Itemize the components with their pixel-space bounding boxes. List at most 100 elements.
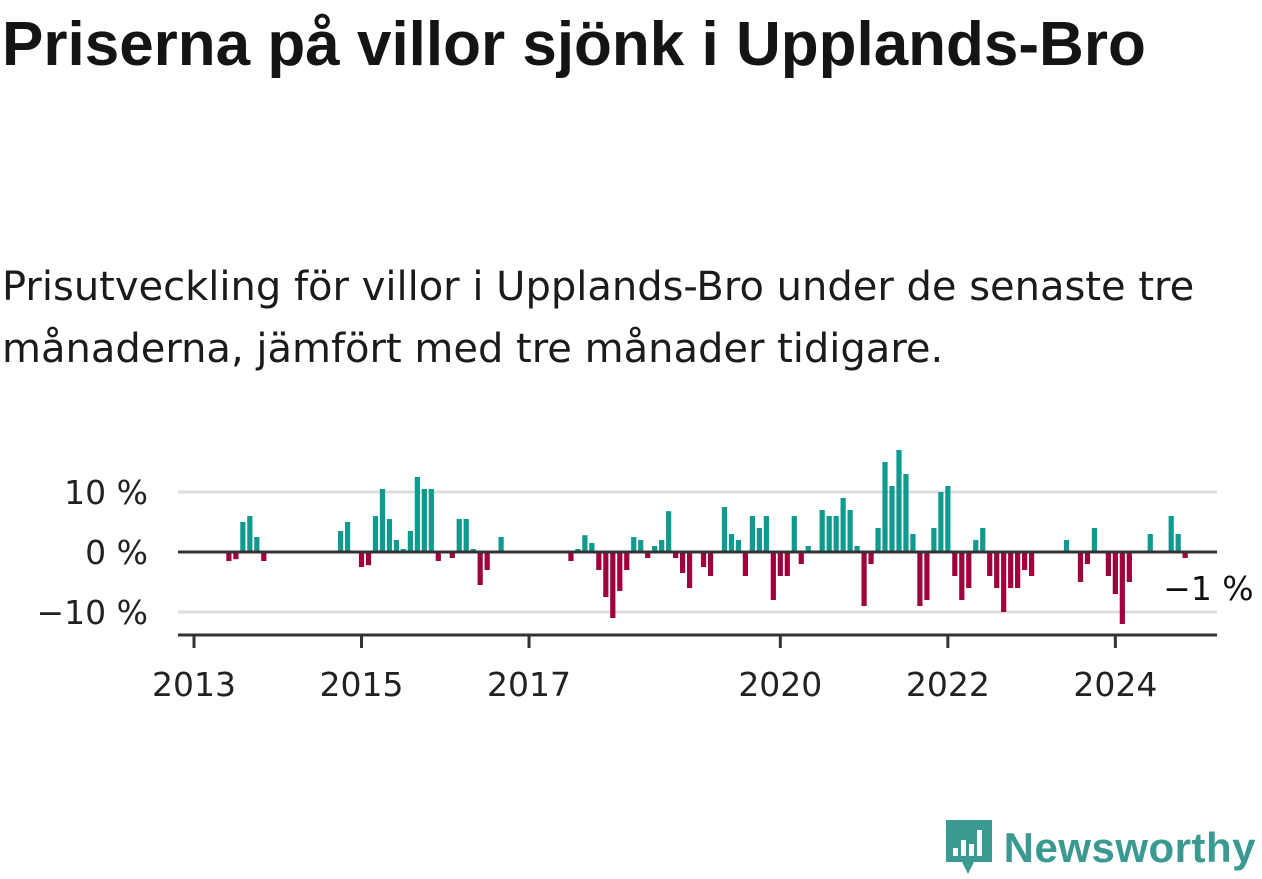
bar: [1022, 552, 1028, 570]
bar: [966, 552, 972, 588]
bar: [980, 528, 986, 552]
bar: [673, 552, 679, 558]
bar: [875, 528, 881, 552]
bar: [798, 552, 804, 564]
bar: [428, 489, 434, 552]
bar: [819, 510, 825, 552]
bar: [659, 540, 665, 552]
x-tick-label: 2022: [906, 665, 990, 704]
bar: [372, 516, 379, 552]
bar: [1084, 552, 1091, 564]
bar: [1112, 552, 1118, 594]
bar: [631, 537, 637, 552]
bar: [931, 528, 937, 552]
bar: [610, 552, 616, 618]
bar: [791, 516, 797, 552]
bar: [1077, 552, 1084, 582]
bar: [840, 498, 846, 552]
bar: [456, 519, 462, 552]
bar: [240, 522, 246, 552]
bar: [749, 516, 755, 552]
bar: [882, 462, 888, 552]
bar: [603, 552, 609, 597]
bar: [596, 552, 602, 570]
bar: [344, 522, 351, 552]
bar: [1147, 534, 1153, 552]
bar: [861, 552, 867, 606]
bar: [945, 486, 951, 552]
bar: [700, 552, 707, 567]
bar: [1008, 552, 1014, 588]
bar: [952, 552, 958, 576]
bar: [1029, 552, 1035, 576]
bar: [261, 552, 267, 561]
logo-text: Newsworthy: [1003, 824, 1256, 871]
newsworthy-logo[interactable]: Newsworthy: [944, 818, 1256, 878]
bar: [652, 546, 658, 552]
bar: [1126, 552, 1132, 582]
bar: [379, 489, 386, 552]
bar: [973, 540, 979, 552]
x-tick-label: 2020: [738, 665, 822, 704]
bar: [414, 477, 420, 552]
bar-chart: 10 % 0 % −10 %2013 2015 2017 2020 2022 2024 −1 %: [37, 450, 1254, 704]
bar: [1168, 516, 1174, 552]
bar: [233, 552, 239, 560]
bar: [645, 552, 651, 558]
bar: [337, 531, 344, 552]
bar: [463, 519, 469, 552]
bar: [784, 552, 790, 576]
bar: [847, 510, 853, 552]
chart-subtitle: Prisutveckling för villor i Upplands-Bro…: [2, 264, 1195, 372]
bar: [707, 552, 714, 576]
bar: [617, 552, 623, 591]
bar: [484, 552, 490, 570]
bar: [896, 450, 902, 552]
x-tick-label: 2017: [487, 665, 571, 704]
bar: [568, 552, 574, 561]
bar: [1015, 552, 1021, 588]
bar: [994, 552, 1000, 588]
bar: [393, 540, 400, 552]
bar: [226, 552, 232, 561]
bar: [449, 552, 455, 558]
bar: [728, 534, 735, 552]
bar: [826, 516, 832, 552]
bar: [624, 552, 630, 570]
bar: [358, 552, 365, 567]
y-tick-label: −10 %: [37, 593, 149, 632]
page-title: Priserna på villor sjönk i Upplands-Bro: [2, 10, 1146, 79]
x-tick-label: 2024: [1073, 665, 1157, 704]
bar: [1119, 552, 1125, 624]
bar: [735, 540, 742, 552]
x-tick-label: 2013: [152, 665, 236, 704]
bar: [770, 552, 776, 600]
bar: [582, 535, 588, 552]
bar: [868, 552, 874, 564]
bar: [666, 511, 672, 552]
bar: [854, 546, 860, 552]
bar: [1105, 552, 1111, 576]
bar: [1091, 528, 1098, 552]
bar: [763, 516, 769, 552]
bar: [938, 492, 944, 552]
bar: [407, 531, 413, 552]
bar: [833, 516, 839, 552]
bar: [917, 552, 923, 606]
bar: [386, 519, 393, 552]
last-value-annotation: −1 %: [1163, 569, 1254, 608]
newsworthy-logo-icon: [945, 820, 992, 874]
y-tick-label: 10 %: [64, 473, 148, 512]
bar: [756, 528, 762, 552]
bar: [959, 552, 965, 600]
bar: [903, 474, 909, 552]
bar: [365, 552, 372, 566]
bar: [680, 552, 686, 573]
bar: [987, 552, 993, 576]
bar: [638, 540, 644, 552]
bar: [742, 552, 749, 576]
bar: [1182, 552, 1188, 558]
x-tick-label: 2015: [320, 665, 404, 704]
bar: [1063, 540, 1070, 552]
bar: [721, 507, 728, 552]
